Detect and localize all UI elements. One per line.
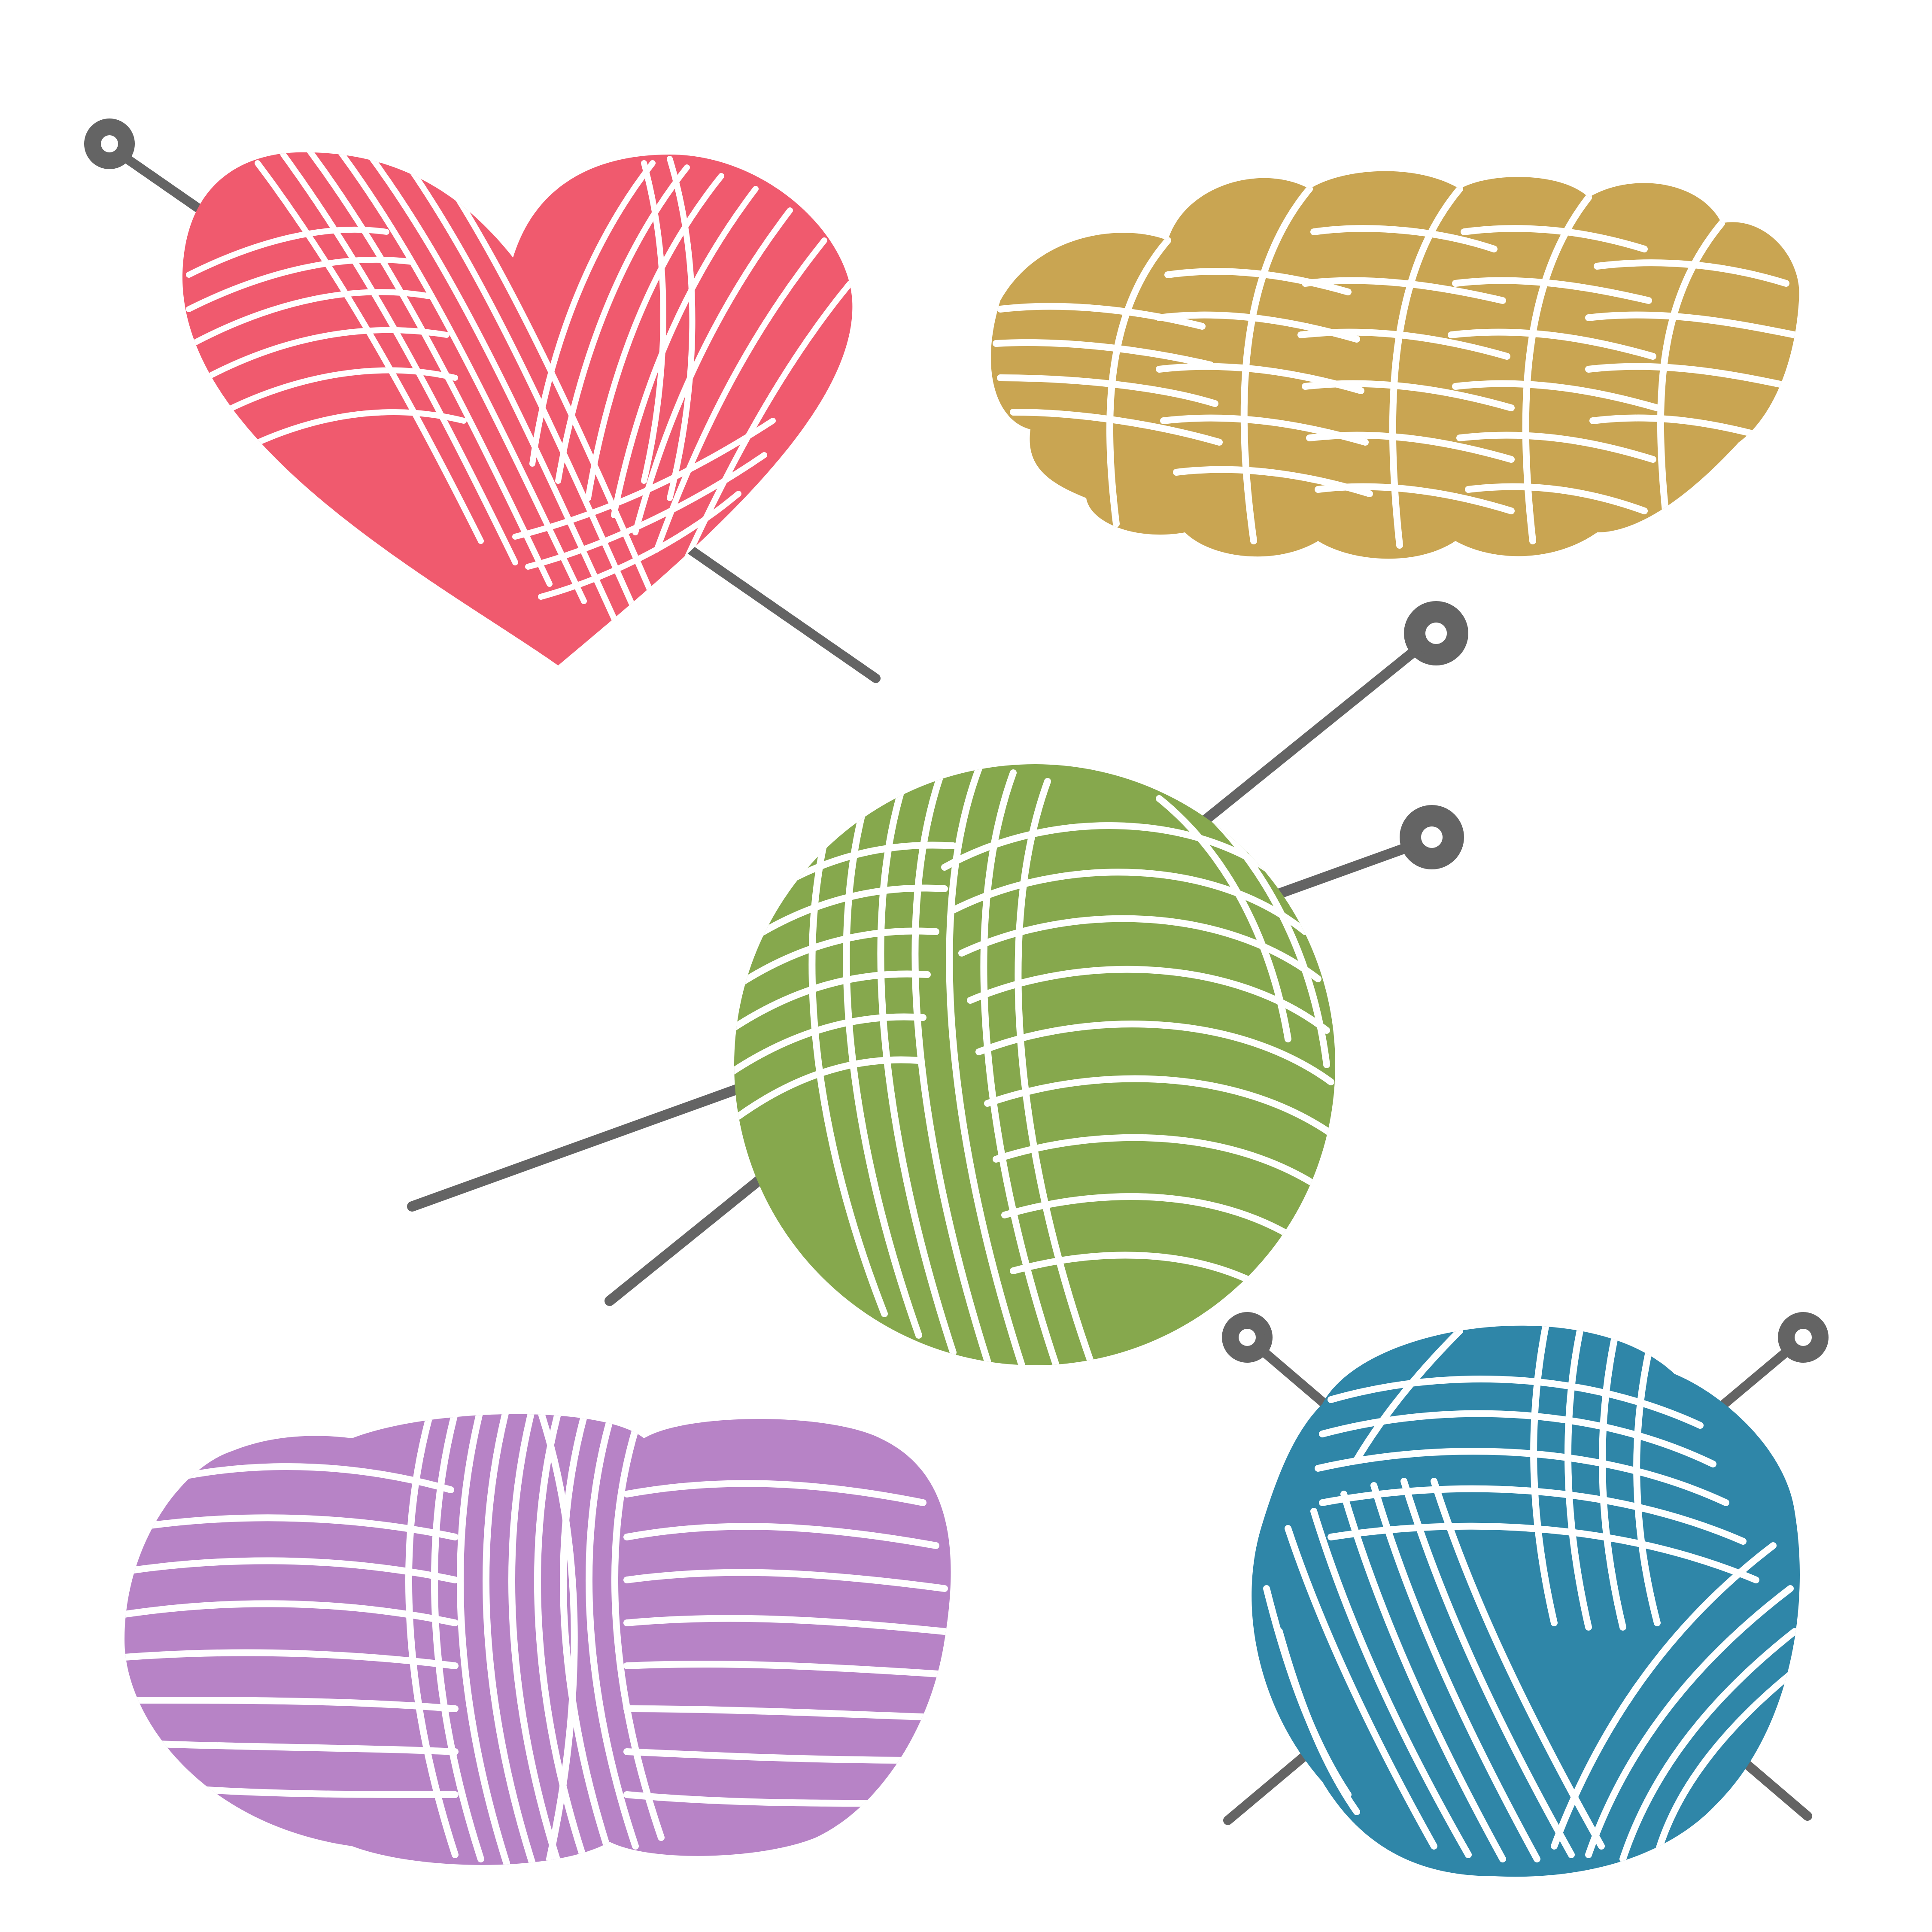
yarn-ball-blue-icon [1222, 1312, 1829, 1877]
heart-yarn-strands [186, 152, 853, 638]
skein-strands [993, 185, 1798, 549]
yarn-skein-icon [990, 171, 1799, 559]
heart-yarn-ball-icon [84, 118, 881, 683]
needle-eye [1421, 826, 1443, 848]
blue-ball-strands [1263, 1325, 1798, 1862]
needle-eye [1425, 623, 1447, 644]
yarn-ball-green-icon [407, 601, 1468, 1365]
purple-ball-strands [125, 1414, 948, 1865]
skein-body [990, 171, 1799, 559]
needle-eye [1795, 1329, 1812, 1346]
needle-eye [1239, 1329, 1256, 1346]
needle-eye [101, 135, 118, 152]
yarn-double-ball-purple-icon [125, 1414, 951, 1865]
